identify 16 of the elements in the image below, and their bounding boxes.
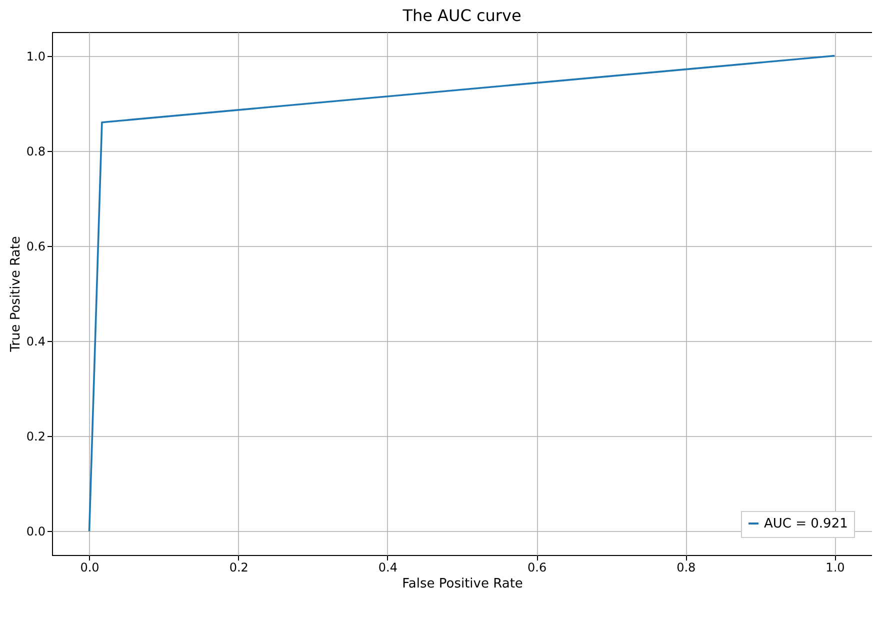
y-axis-title: True Positive Rate [8, 236, 24, 353]
y-tick-label: 0.8 [26, 144, 46, 158]
y-tick-label: 0.0 [26, 524, 46, 539]
x-tick-label: 1.0 [826, 560, 845, 574]
chart-title: The AUC curve [402, 6, 522, 25]
x-tick-label: 0.2 [229, 560, 248, 574]
y-tick-label: 0.4 [26, 334, 46, 349]
x-tick-label: 0.8 [676, 560, 696, 574]
x-tick-label: 0.6 [528, 560, 547, 574]
x-tick-label: 0.0 [80, 560, 100, 574]
y-tick-label: 1.0 [26, 49, 46, 64]
x-tick-label: 0.4 [378, 560, 398, 574]
legend-label: AUC = 0.921 [764, 516, 848, 532]
y-tick-label: 0.6 [26, 239, 46, 254]
y-tick-label: 0.2 [26, 430, 46, 444]
x-axis-title: False Positive Rate [402, 576, 523, 592]
